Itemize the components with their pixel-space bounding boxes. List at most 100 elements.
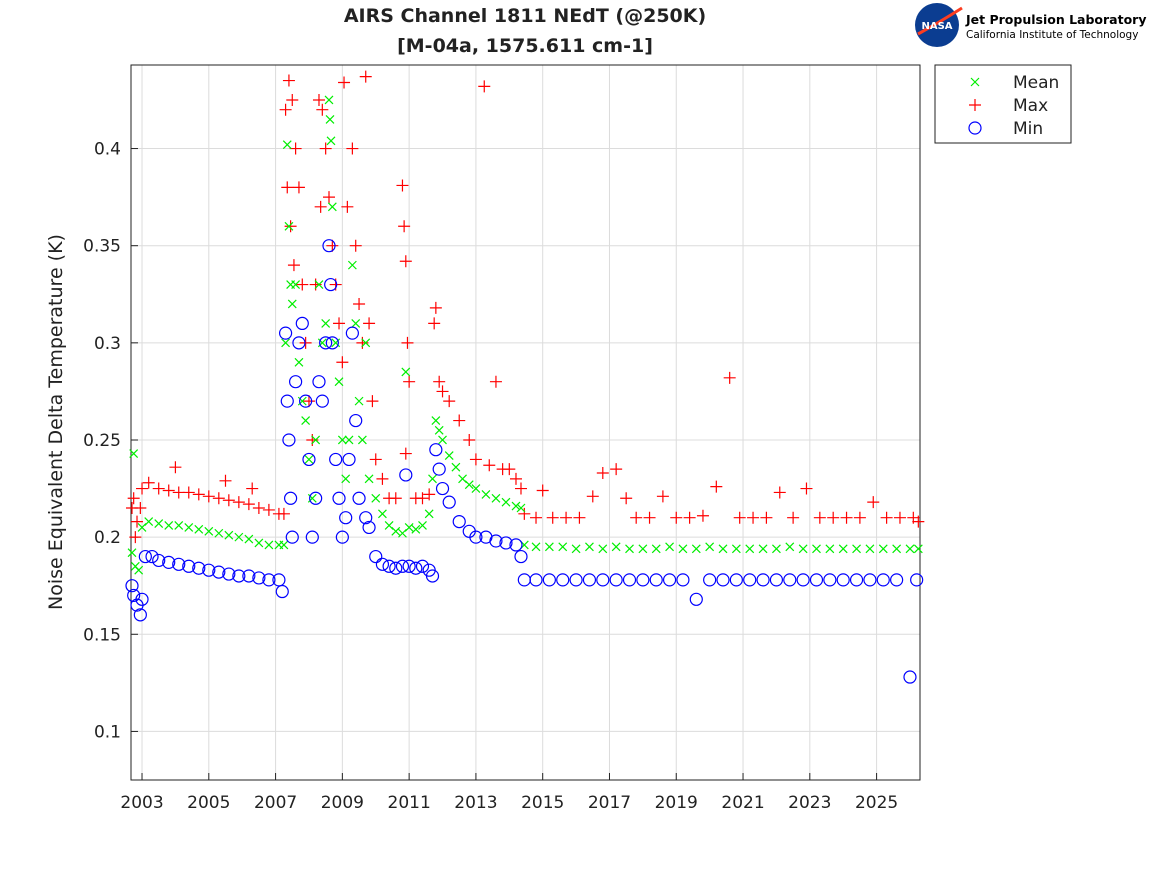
data-point-max [134,501,147,514]
jpl-logo: NASA Jet Propulsion Laboratory Californi… [915,3,1146,47]
data-point-mean [418,521,427,530]
data-point-min [305,530,319,544]
data-point-min [809,573,824,587]
data-point-max [518,507,531,520]
data-point-min [212,565,226,579]
data-point-max [314,200,327,213]
data-point-mean [571,544,581,554]
data-point-mean [129,449,139,459]
data-point-mean [347,260,357,270]
data-point-max [747,511,760,524]
data-point-min [796,573,810,587]
data-point-min [345,326,359,340]
data-point-max [287,259,300,272]
data-point-mean [718,544,728,554]
data-point-max [396,179,409,192]
data-point-max [356,336,369,349]
data-point-max [349,239,362,252]
data-point-mean [838,544,848,554]
data-point-max [840,511,853,524]
y-tick-label: 0.15 [83,625,121,645]
data-point-max [453,414,466,427]
data-point-max [376,472,389,485]
data-point-mean [665,542,675,552]
data-point-max [212,492,225,505]
data-point-min [339,511,353,525]
y-tick-label: 0.2 [94,528,121,548]
y-tick-label: 0.4 [94,140,121,160]
data-point-mean [544,542,554,552]
data-point-max [399,255,412,268]
data-point-min [289,375,303,389]
data-point-mean [325,114,335,124]
data-point-min [582,573,597,587]
data-point-max [536,484,549,497]
data-point-min [596,573,610,587]
data-point-min [890,573,904,587]
nasa-badge: NASA [921,21,952,32]
x-tick-label: 2015 [521,793,564,813]
x-tick-label: 2017 [588,793,631,813]
data-point-min [743,573,757,587]
data-point-min [284,491,298,505]
data-point-min [542,573,556,587]
x-tick-label: 2005 [187,793,230,813]
data-point-min [359,511,373,525]
data-point-max [312,93,325,106]
data-point-max [242,498,255,511]
data-point-mean [424,509,434,519]
data-point-max [827,511,840,524]
data-point-max [912,515,925,528]
data-point-max [336,356,349,369]
data-point-min [876,573,890,587]
data-point-min [285,530,299,544]
data-point-max [296,278,309,291]
data-point-max [478,80,491,93]
data-point-min [125,579,139,593]
data-point-min [769,573,784,587]
data-point-max [398,220,411,233]
data-point-min [399,468,413,482]
data-point-mean [611,542,621,552]
data-point-max [131,515,144,528]
data-point-min [622,573,637,587]
data-point-max [428,317,441,330]
data-point-min [172,557,186,571]
data-point-max [509,472,522,485]
data-point-max [443,395,456,408]
data-point-min [369,549,383,564]
data-point-max [306,433,319,446]
data-point-max [800,482,813,495]
data-point-min [636,573,650,587]
data-point-max [696,509,709,522]
data-point-max [341,200,354,213]
x-tick-label: 2023 [788,793,831,813]
data-point-max [172,486,185,499]
data-point-mean [294,357,304,367]
data-point-mean [314,280,324,289]
data-point-mean [785,542,795,552]
data-point-mean [341,474,351,484]
data-point-max [723,371,736,384]
data-point-mean [204,526,214,536]
data-point-mean [391,526,401,536]
data-point-max [346,142,359,155]
chart-title: AIRS Channel 1811 NEdT (@250K) [344,5,706,27]
data-point-mean [531,542,541,552]
data-point-mean [825,544,835,554]
data-point-min [435,481,450,496]
data-point-max [656,490,669,503]
x-tick-label: 2007 [254,793,297,813]
data-point-mean [327,202,337,212]
data-point-max [326,239,339,252]
data-point-mean [558,542,568,552]
data-point-max [246,482,259,495]
data-point-mean [905,544,915,554]
data-point-mean [127,548,137,558]
data-point-mean [878,544,888,554]
data-point-min [145,549,159,564]
data-point-max [893,511,906,524]
series-min [125,239,924,684]
data-point-mean [174,521,184,530]
data-point-max [169,461,182,474]
